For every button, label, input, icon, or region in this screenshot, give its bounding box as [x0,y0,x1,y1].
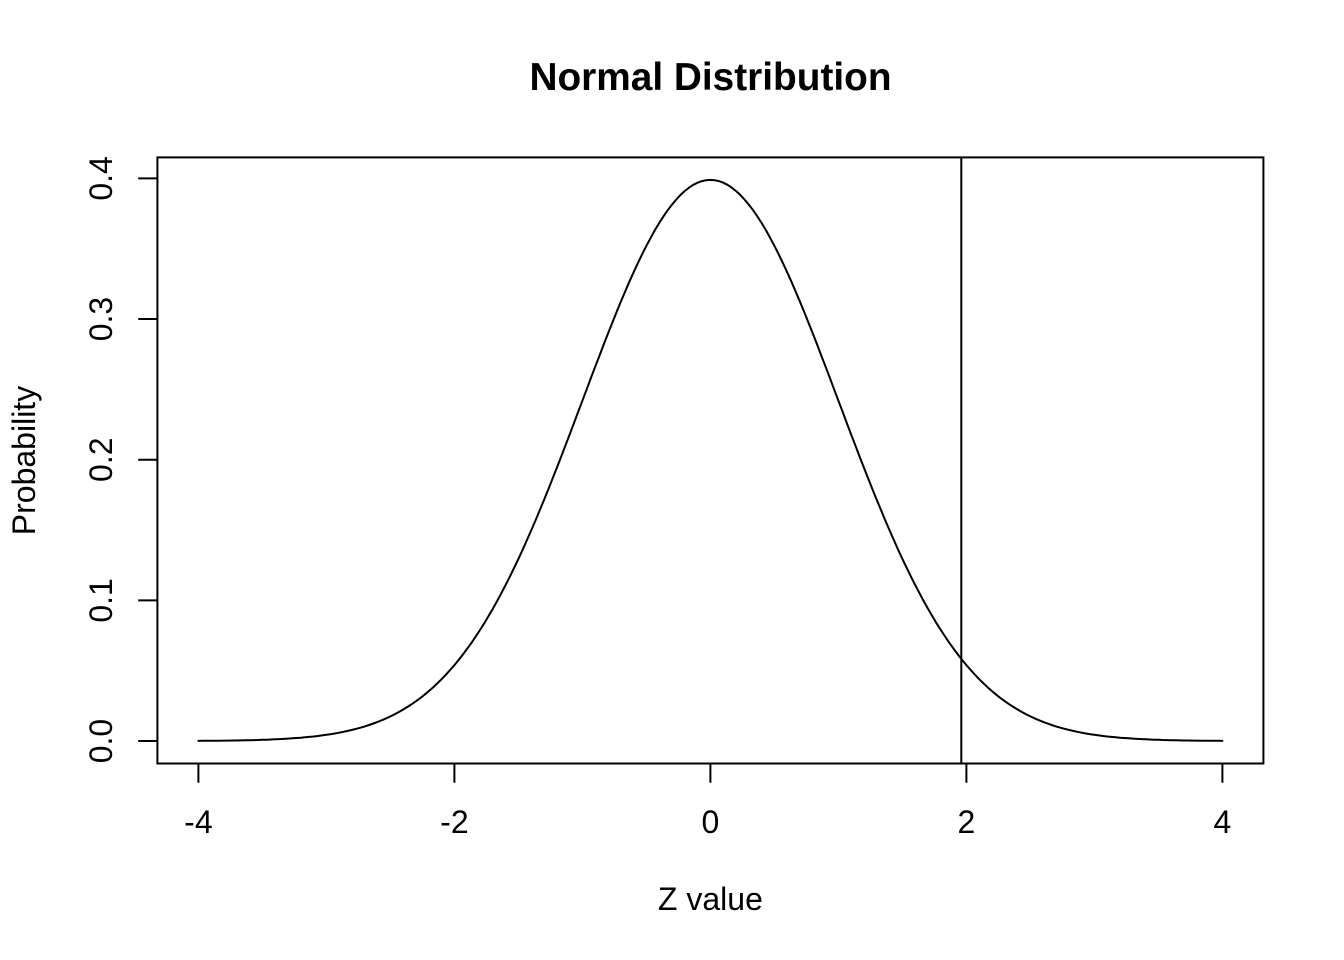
svg-text:0.0: 0.0 [83,719,119,763]
svg-text:Probability: Probability [6,386,42,535]
svg-text:-2: -2 [440,804,468,840]
svg-text:-4: -4 [184,804,212,840]
svg-text:0.2: 0.2 [83,437,119,481]
svg-text:Z value: Z value [658,881,763,917]
svg-text:0.3: 0.3 [83,297,119,341]
svg-text:2: 2 [958,804,976,840]
svg-text:4: 4 [1214,804,1232,840]
svg-text:0: 0 [702,804,720,840]
svg-text:Normal Distribution: Normal Distribution [529,56,891,99]
svg-text:0.1: 0.1 [83,578,119,622]
svg-text:0.4: 0.4 [83,156,119,200]
